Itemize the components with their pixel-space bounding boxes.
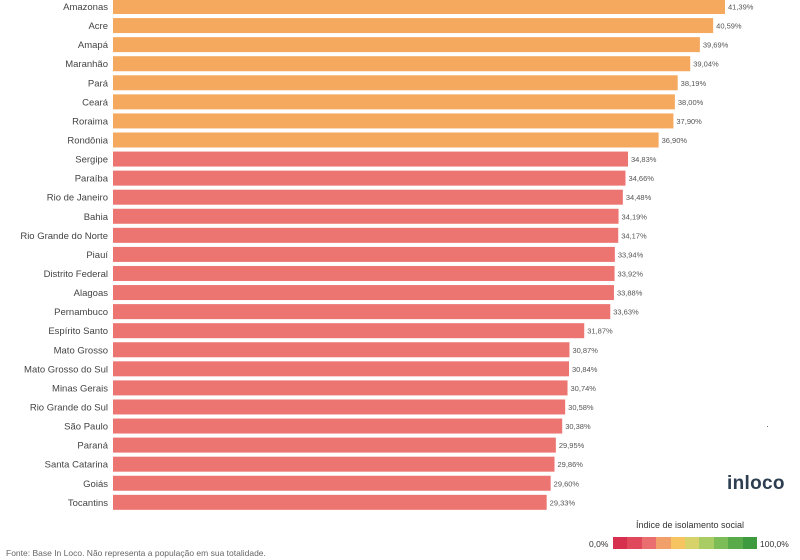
bar[interactable] [113, 494, 547, 510]
legend-color-swatch [713, 537, 729, 549]
category-label: Minas Gerais [52, 383, 108, 394]
category-label: Tocantins [68, 498, 108, 509]
value-label: 30,74% [571, 384, 597, 393]
value-label: 33,63% [613, 308, 639, 317]
category-label: Santa Catarina [45, 460, 109, 471]
category-label: Distrito Federal [44, 269, 108, 280]
category-label: Maranhão [65, 59, 108, 70]
value-label: 34,83% [631, 155, 657, 164]
category-label: São Paulo [64, 422, 108, 433]
category-label: Amazonas [63, 2, 108, 13]
value-label: 29,33% [550, 498, 576, 507]
bar[interactable] [113, 361, 570, 377]
legend-color-swatch [742, 537, 758, 549]
bar[interactable] [113, 208, 619, 224]
bar[interactable] [113, 189, 623, 205]
value-label: 34,19% [622, 212, 648, 221]
value-label: 39,69% [703, 41, 729, 50]
category-label: Mato Grosso do Sul [24, 364, 108, 375]
bar[interactable] [113, 246, 615, 262]
legend-color-swatch [656, 537, 671, 549]
value-label: 29,95% [559, 441, 585, 450]
value-label: 30,87% [572, 346, 598, 355]
legend-color-swatch [627, 537, 642, 549]
bar[interactable] [113, 113, 674, 129]
bar[interactable] [113, 380, 568, 396]
value-label: 30,84% [572, 365, 598, 374]
bar[interactable] [113, 323, 585, 339]
bar[interactable] [113, 265, 615, 281]
category-label: Pernambuco [54, 307, 108, 318]
value-label: 29,60% [554, 479, 580, 488]
category-label: Rio Grande do Norte [20, 231, 108, 242]
value-label: 40,59% [716, 22, 742, 31]
category-label: Rio de Janeiro [47, 193, 108, 204]
value-label: 34,66% [628, 174, 654, 183]
value-label: 33,94% [618, 250, 644, 259]
legend-color-scale [613, 537, 758, 549]
value-label: 36,90% [662, 136, 688, 145]
value-label: 37,90% [676, 117, 702, 126]
value-label: 41,39% [728, 3, 754, 12]
legend-color-swatch [670, 537, 686, 549]
legend-color-swatch [641, 537, 657, 549]
category-label: Acre [88, 21, 108, 32]
bar[interactable] [113, 132, 659, 148]
category-label: Amapá [78, 40, 109, 51]
category-label: Rio Grande do Sul [30, 402, 108, 413]
bar[interactable] [113, 475, 551, 491]
value-label: 31,87% [587, 327, 613, 336]
value-label: 38,19% [681, 79, 707, 88]
bar[interactable] [113, 437, 556, 453]
legend-color-swatch [728, 537, 743, 549]
value-label: 30,38% [565, 422, 591, 431]
inloco-logo: inloco [727, 473, 785, 494]
bar[interactable] [113, 0, 725, 14]
category-label: Rondônia [67, 135, 108, 146]
bar[interactable] [113, 56, 691, 72]
value-label: 29,86% [558, 460, 584, 469]
bar[interactable] [113, 456, 555, 472]
legend-color-swatch [613, 537, 628, 549]
bar[interactable] [113, 304, 611, 320]
category-label: Alagoas [74, 288, 109, 299]
category-label: Roraima [72, 116, 109, 127]
category-label: Paraíba [75, 174, 109, 185]
bar[interactable] [113, 151, 629, 167]
bar[interactable] [113, 18, 714, 34]
category-label: Pará [88, 78, 109, 89]
bar[interactable] [113, 94, 675, 110]
category-label: Mato Grosso [54, 345, 108, 356]
stray-tick-mark: · [766, 421, 769, 431]
category-label: Bahia [84, 212, 109, 223]
category-label: Paraná [77, 441, 108, 452]
bar[interactable] [113, 227, 619, 243]
bar[interactable] [113, 418, 563, 434]
bar[interactable] [113, 342, 570, 358]
legend-min-label: 0,0% [589, 539, 609, 549]
bar[interactable] [113, 37, 700, 53]
legend-title: Índice de isolamento social [636, 520, 745, 530]
bar[interactable] [113, 75, 678, 91]
value-label: 30,58% [568, 403, 594, 412]
value-label: 33,92% [618, 269, 644, 278]
bar[interactable] [113, 285, 614, 301]
category-label: Espírito Santo [48, 326, 108, 337]
category-label: Sergipe [75, 155, 108, 166]
legend-color-swatch [699, 537, 714, 549]
legend-max-label: 100,0% [760, 539, 789, 549]
value-label: 33,88% [617, 289, 643, 298]
bar-chart: Amazonas 41,39% Acre 40,59% Amapá 39,69% Maran… [20, 0, 754, 510]
source-footnote: Fonte: Base In Loco. Não representa a po… [6, 548, 266, 558]
legend-color-swatch [685, 537, 700, 549]
bar[interactable] [113, 170, 626, 186]
value-label: 38,00% [678, 98, 704, 107]
bar[interactable] [113, 399, 566, 415]
category-label: Ceará [82, 97, 109, 108]
value-label: 34,17% [621, 231, 647, 240]
category-label: Piauí [86, 250, 108, 261]
category-label: Goiás [83, 479, 108, 490]
value-label: 39,04% [693, 60, 719, 69]
value-label: 34,48% [626, 193, 652, 202]
